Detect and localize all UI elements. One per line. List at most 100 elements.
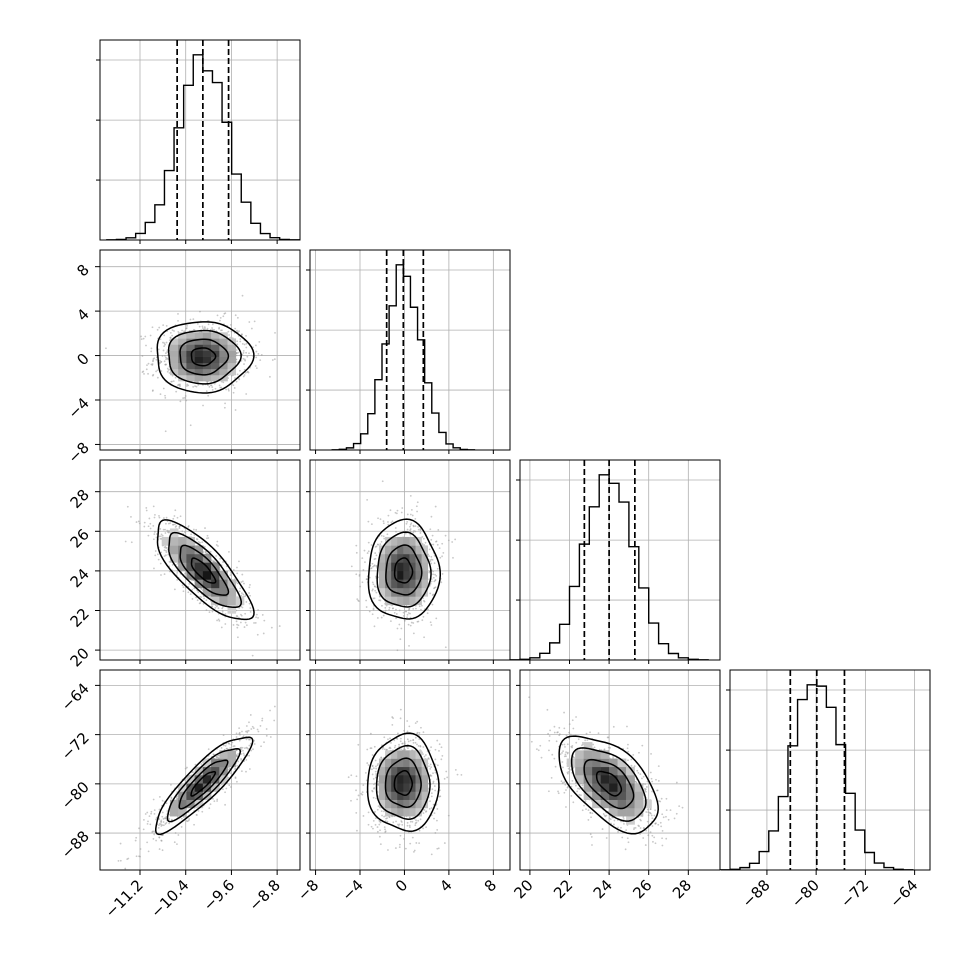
density-cell xyxy=(378,783,386,792)
sample-point xyxy=(356,829,358,832)
density-cell xyxy=(202,766,212,776)
sample-point xyxy=(239,613,242,616)
sample-point xyxy=(409,525,411,528)
density-cell xyxy=(211,570,220,580)
sample-point xyxy=(157,826,160,829)
sample-point xyxy=(173,523,176,526)
sample-point xyxy=(173,841,176,844)
density-cell xyxy=(178,356,187,364)
sample-point xyxy=(161,849,164,852)
sample-point xyxy=(242,749,244,752)
sample-point xyxy=(387,738,389,741)
sample-point xyxy=(199,541,201,544)
sample-point xyxy=(375,545,378,548)
sample-point xyxy=(415,821,418,824)
density-cell xyxy=(409,562,416,572)
sample-point xyxy=(171,329,174,332)
density-cell xyxy=(227,758,237,768)
sample-point xyxy=(135,836,138,839)
sample-point xyxy=(454,538,457,541)
sample-point xyxy=(364,561,366,564)
sample-point xyxy=(408,816,411,819)
sample-point xyxy=(158,824,160,827)
density-cell xyxy=(178,536,187,546)
sample-point xyxy=(407,831,410,834)
sample-point xyxy=(165,551,168,554)
sample-point xyxy=(164,528,166,531)
sample-point xyxy=(164,352,167,355)
sample-point xyxy=(418,829,421,832)
sample-point xyxy=(143,818,145,821)
sample-point xyxy=(158,535,161,538)
sample-point xyxy=(237,351,240,354)
density-cell xyxy=(397,570,404,580)
panel-content xyxy=(105,294,276,433)
sample-point xyxy=(185,327,187,330)
sample-point xyxy=(173,588,176,591)
sample-point xyxy=(432,593,435,596)
sample-point xyxy=(221,610,224,613)
sample-point xyxy=(237,636,239,639)
panel-frame xyxy=(99,669,301,871)
sample-point xyxy=(238,727,241,730)
sample-point xyxy=(184,572,186,575)
sample-point xyxy=(434,578,437,581)
sample-point xyxy=(436,778,438,781)
sample-point xyxy=(409,820,412,823)
sample-point xyxy=(431,788,434,791)
sample-point xyxy=(151,326,154,329)
sample-point xyxy=(423,600,426,603)
sample-point xyxy=(156,328,159,331)
sample-point xyxy=(222,744,225,747)
sample-point xyxy=(201,541,204,544)
sample-point xyxy=(406,730,409,733)
sample-point xyxy=(398,846,401,848)
sample-point xyxy=(199,602,202,604)
sample-point xyxy=(419,529,422,532)
sample-point xyxy=(224,803,226,806)
sample-point xyxy=(388,608,390,611)
sample-point xyxy=(142,337,145,340)
sample-point xyxy=(165,324,168,327)
sample-point xyxy=(202,404,204,407)
sample-point xyxy=(406,616,408,619)
sample-point xyxy=(236,343,239,346)
density-cell xyxy=(178,799,187,809)
sample-point xyxy=(408,824,411,827)
density-cell xyxy=(169,536,179,546)
sample-point xyxy=(168,822,170,825)
sample-point xyxy=(433,562,436,565)
sample-point xyxy=(165,549,167,552)
sample-point xyxy=(433,817,435,820)
sample-point xyxy=(256,633,259,636)
sample-point xyxy=(117,859,120,862)
sample-point xyxy=(232,624,235,626)
sample-point xyxy=(245,393,248,395)
sample-point xyxy=(229,772,232,775)
sample-point xyxy=(205,609,208,612)
sample-point xyxy=(371,581,374,584)
sample-point xyxy=(147,525,150,528)
sample-point xyxy=(434,505,437,508)
sample-point xyxy=(379,829,381,832)
sample-point xyxy=(409,529,411,532)
density-cell xyxy=(194,562,204,572)
sample-point xyxy=(422,731,425,734)
histogram-panel xyxy=(509,459,721,661)
sample-point xyxy=(181,584,184,587)
sample-point xyxy=(228,784,231,787)
sample-point xyxy=(211,323,214,326)
sample-point xyxy=(380,616,383,619)
contour-line xyxy=(366,732,440,832)
sample-point xyxy=(359,585,362,588)
sample-point xyxy=(230,330,233,333)
sample-point xyxy=(168,570,171,573)
sample-point xyxy=(411,820,414,823)
density-cell xyxy=(219,570,228,580)
sample-point xyxy=(195,596,198,599)
sample-point xyxy=(253,743,256,745)
sample-point xyxy=(416,732,418,735)
sample-point xyxy=(175,798,178,801)
sample-point xyxy=(409,842,412,845)
sample-point xyxy=(355,789,357,792)
